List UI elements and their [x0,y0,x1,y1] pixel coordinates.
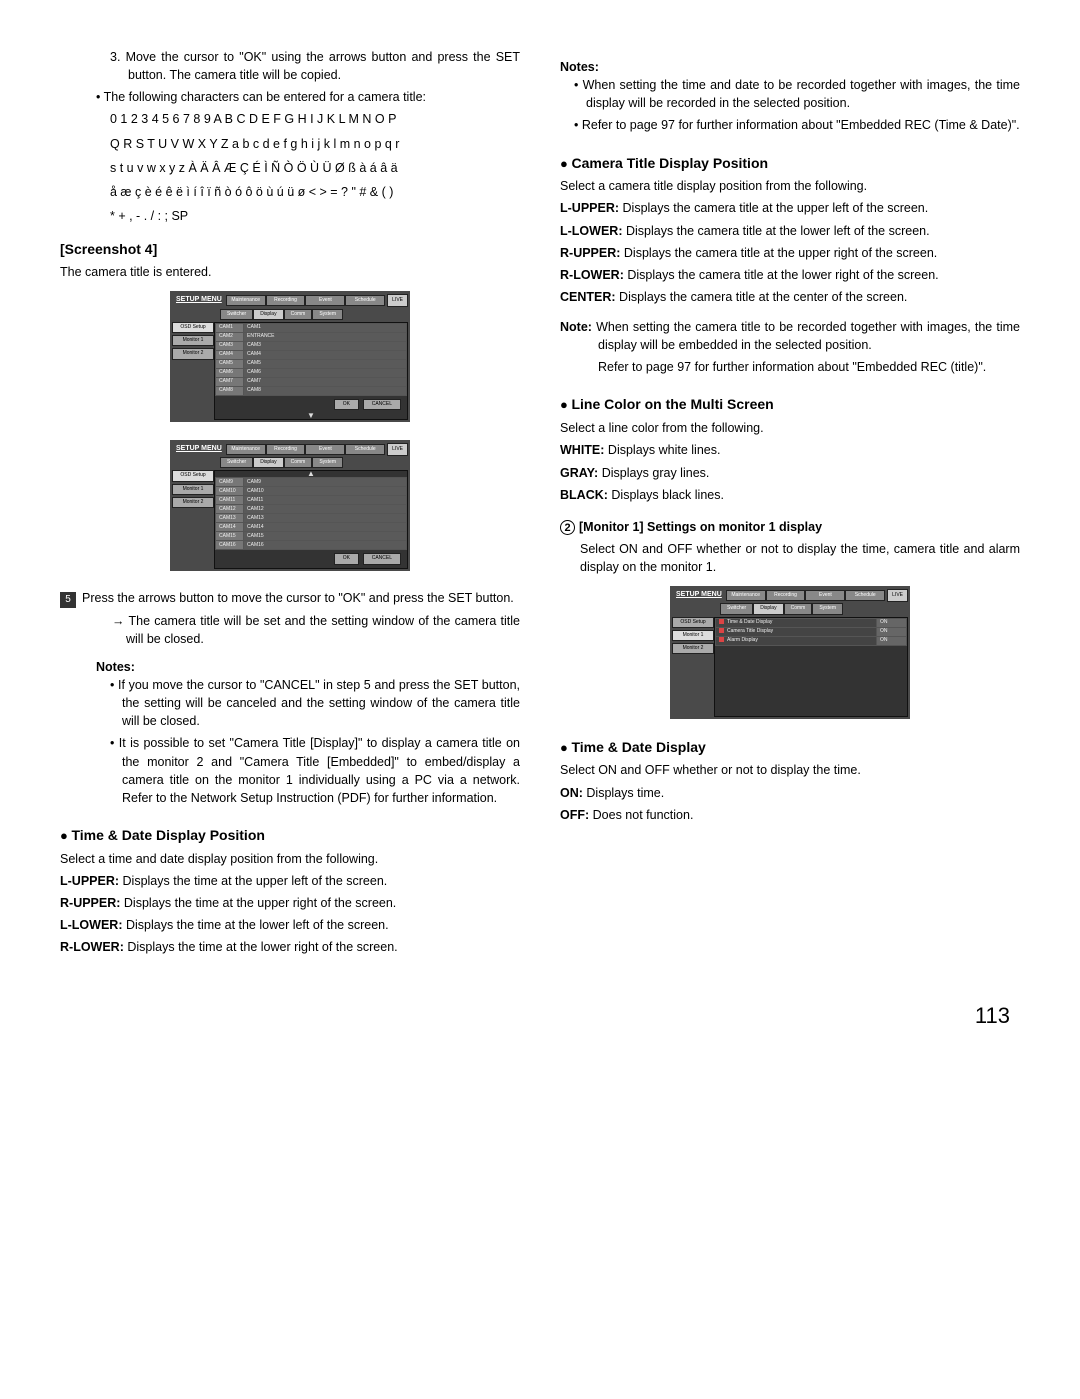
notes-heading-right: Notes: [560,58,1020,76]
subtab-comm[interactable]: Comm [284,309,313,320]
tdpos-rlower: R-LOWER: Displays the time at the lower … [60,938,520,956]
line-color-heading: Line Color on the Multi Screen [560,394,1020,415]
tdpos-intro: Select a time and date display position … [60,850,520,868]
side-monitor-1[interactable]: Monitor 1 [172,335,214,346]
setup-menu-panel-b: SETUP MENU Maintenance Recording Event S… [170,440,410,571]
step-5-result: → The camera title will be set and the s… [112,612,520,648]
monitor-1-intro: Select ON and OFF whether or not to disp… [580,540,1020,576]
lc-gray: GRAY: Displays gray lines. [560,464,1020,482]
side-monitor-2[interactable]: Monitor 2 [172,348,214,359]
step-3: 3. Move the cursor to "OK" using the arr… [110,48,520,84]
setup-menu-panel-monitor: SETUP MENU Maintenance Recording Event S… [670,586,910,718]
setup-menu-label: SETUP MENU [176,295,222,305]
right-note-1: When setting the time and date to be rec… [574,76,1020,112]
tab-recording[interactable]: Recording [266,295,306,306]
top-tabs: Maintenance Recording Event Schedule [226,295,385,306]
monitor-options-table: Time & Date DisplayON Camera Title Displ… [715,618,907,646]
step-3-text: 3. Move the cursor to "OK" using the arr… [110,50,520,82]
bullet-chars-intro: The following characters can be entered … [96,88,520,106]
circled-2-icon: 2 [560,520,575,535]
ctpos-llower: L-LOWER: Displays the camera title at th… [560,222,1020,240]
subtab-system[interactable]: System [312,309,343,320]
screenshot-4-heading: [Screenshot 4] [60,239,520,259]
ctpos-center: CENTER: Displays the camera title at the… [560,288,1020,306]
tab-schedule[interactable]: Schedule [345,295,385,306]
two-column-layout: 3. Move the cursor to "OK" using the arr… [60,48,1020,960]
lc-intro: Select a line color from the following. [560,419,1020,437]
live-button[interactable]: LIVE [387,294,408,307]
tdpos-llower: L-LOWER: Displays the time at the lower … [60,916,520,934]
char-line-5: * + , - . / : ; SP [110,207,520,225]
right-column: Notes: When setting the time and date to… [560,48,1020,960]
char-line-3: s t u v w x y z À Ä Â Æ Ç É Ì Ñ Ò Ö Ù Ü … [110,159,520,177]
char-line-2: Q R S T U V W X Y Z a b c d e f g h i j … [110,135,520,153]
ctpos-rupper: R-UPPER: Displays the camera title at th… [560,244,1020,262]
tdpos-lupper: L-UPPER: Displays the time at the upper … [60,872,520,890]
page-number: 113 [60,1000,1020,1032]
down-arrow-icon[interactable]: ▼ [215,413,407,419]
screenshot-4-sub: The camera title is entered. [60,263,520,281]
left-column: 3. Move the cursor to "OK" using the arr… [60,48,520,960]
step-5-number: 5 [60,592,76,608]
tab-maintenance[interactable]: Maintenance [226,295,266,306]
square-marker-icon [719,619,724,624]
td-on: ON: Displays time. [560,784,1020,802]
step-5: 5Press the arrows button to move the cur… [60,589,520,608]
td-off: OFF: Does not function. [560,806,1020,824]
camera-title-position-heading: Camera Title Display Position [560,153,1020,174]
tab-event[interactable]: Event [305,295,345,306]
lc-white: WHITE: Displays white lines. [560,441,1020,459]
side-osd-setup[interactable]: OSD Setup [172,322,214,333]
ctpos-rlower: R-LOWER: Displays the camera title at th… [560,266,1020,284]
setup-menu-panel-a: SETUP MENU Maintenance Recording Event S… [170,291,410,422]
ctpos-intro: Select a camera title display position f… [560,177,1020,195]
ctpos-note: Note: When setting the camera title to b… [560,318,1020,354]
time-date-position-heading: Time & Date Display Position [60,825,520,846]
notes-heading-left: Notes: [96,658,520,676]
char-line-4: å æ ç è é ê ë ì í î ï ñ ò ó ô ö ù ú ü ø … [110,183,520,201]
ok-button[interactable]: OK [334,399,359,410]
left-note-1: If you move the cursor to "CANCEL" in st… [110,676,520,730]
monitor-1-heading: 2[Monitor 1] Settings on monitor 1 displ… [560,518,1020,536]
ctpos-lupper: L-UPPER: Displays the camera title at th… [560,199,1020,217]
subtab-display[interactable]: Display [253,309,283,320]
td-intro: Select ON and OFF whether or not to disp… [560,761,1020,779]
cancel-button[interactable]: CANCEL [363,399,401,410]
subtab-switcher[interactable]: Switcher [220,309,253,320]
left-note-2: It is possible to set "Camera Title [Dis… [110,734,520,807]
tdpos-rupper: R-UPPER: Displays the time at the upper … [60,894,520,912]
time-date-display-heading: Time & Date Display [560,737,1020,758]
lc-black: BLACK: Displays black lines. [560,486,1020,504]
right-note-2: Refer to page 97 for further information… [574,116,1020,134]
camera-table-a: CAM1CAM1 CAM2ENTRANCE CAM3CAM3 CAM4CAM4 … [215,323,407,396]
char-line-1: 0 1 2 3 4 5 6 7 8 9 A B C D E F G H I J … [110,110,520,128]
camera-table-b: CAM9CAM9 CAM10CAM10 CAM11CAM11 CAM12CAM1… [215,477,407,550]
ctpos-note-ref: Refer to page 97 for further information… [560,358,1020,376]
